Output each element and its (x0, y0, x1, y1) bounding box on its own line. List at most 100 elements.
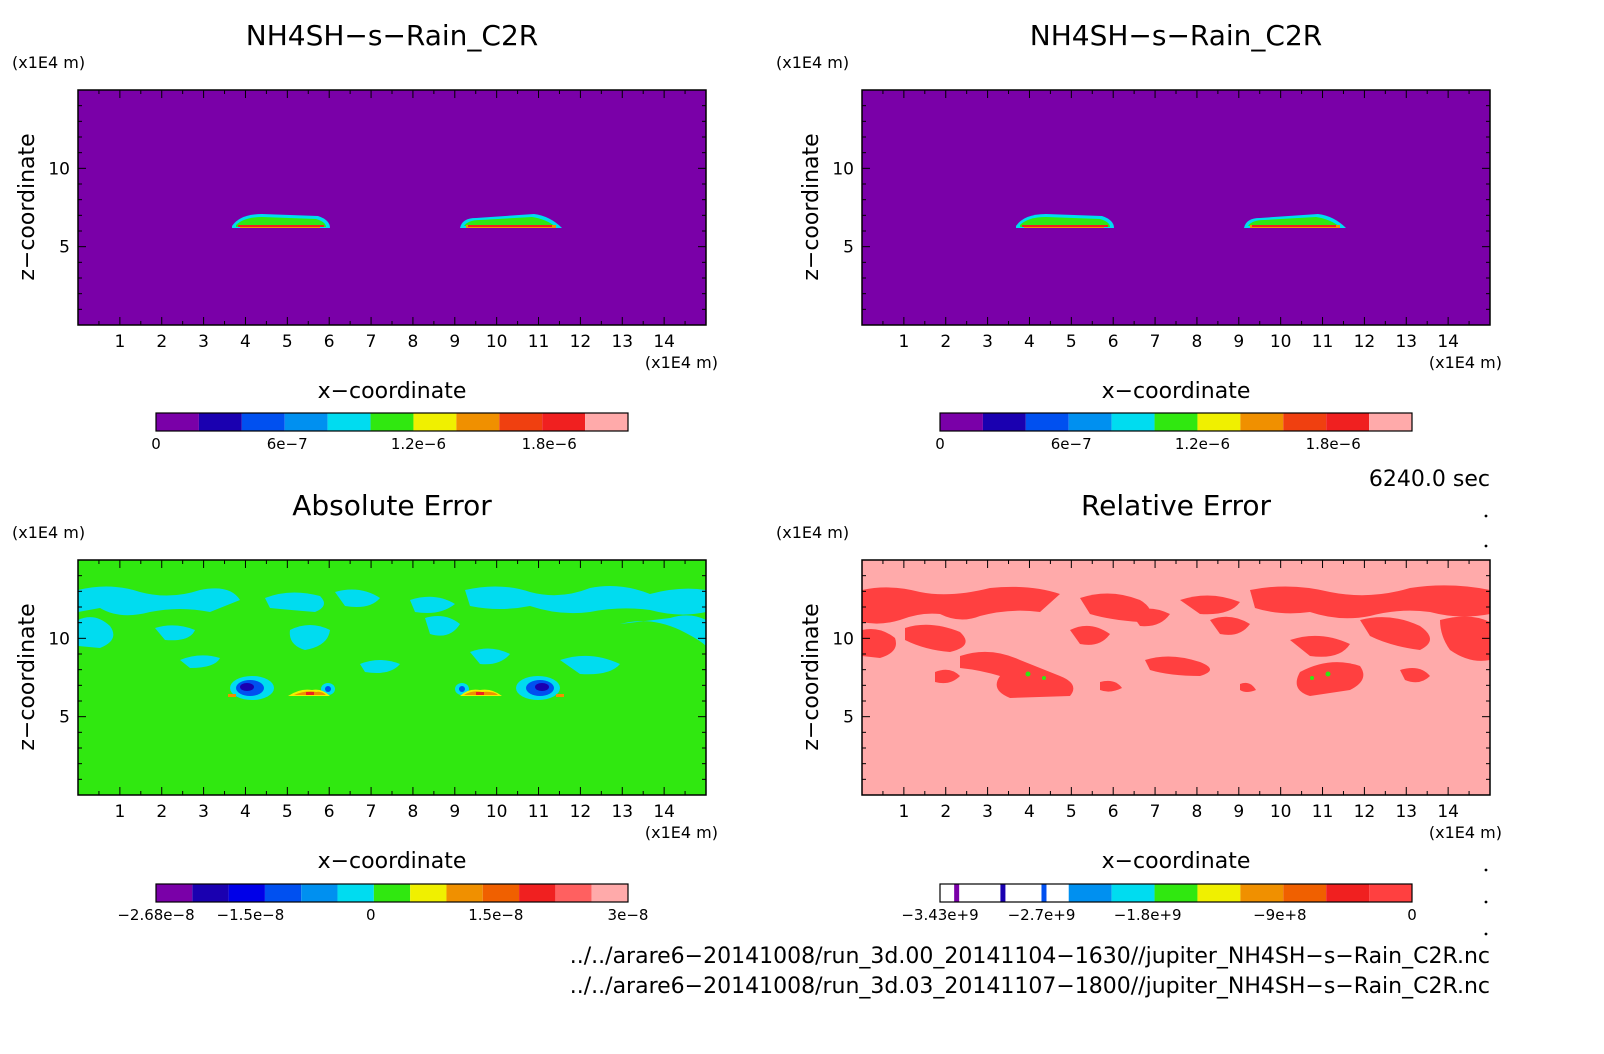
panel-bottom-right: Relative Error (x1E4 m) (776, 489, 1502, 924)
heatmap-contour (78, 586, 240, 616)
colorbar-swatch (1369, 413, 1412, 431)
colorbar-swatch (456, 413, 500, 431)
panel-bottom-left: Absolute Error (x1E4 m) (12, 489, 718, 924)
heatmap-contour (1252, 225, 1336, 227)
colorbar-swatch (982, 413, 1026, 431)
x-tick-label: 11 (1312, 332, 1334, 352)
x-tick-label: 2 (156, 802, 167, 822)
x-tick-label: 8 (1192, 802, 1203, 822)
x-tick-label: 2 (156, 332, 167, 352)
colorbar-label: 1.8e−6 (522, 435, 577, 453)
footer-path-1: ../../arare6−20141008/run_3d.00_20141104… (570, 944, 1490, 969)
x-tick-label: 8 (408, 332, 419, 352)
heatmap-contour (535, 683, 549, 691)
x-tick-label: 5 (1066, 332, 1077, 352)
dot (1484, 514, 1488, 518)
heatmap-contour (862, 629, 896, 658)
x-tick-label: 13 (1395, 332, 1417, 352)
heatmap-contour (465, 586, 706, 615)
x-tick-label: 9 (449, 332, 460, 352)
colorbar-label: 0 (935, 435, 945, 453)
colorbar-swatch (1369, 884, 1412, 902)
colorbar-swatch (1283, 413, 1327, 431)
x-tick-label: 9 (449, 802, 460, 822)
colorbar-label: 0 (151, 435, 161, 453)
x-tick-label: 12 (570, 332, 592, 352)
heatmap-contour (228, 694, 236, 697)
heatmap-contour (240, 683, 254, 691)
x-tick-label: 6 (324, 802, 335, 822)
colorbar-label: −1.5e−8 (217, 906, 285, 924)
y-unit-label: (x1E4 m) (12, 53, 85, 72)
colorbar-swatch (1240, 884, 1284, 902)
colorbar-label: 1.8e−6 (1306, 435, 1361, 453)
heatmap-contour (1360, 617, 1430, 650)
heatmap-contour (1310, 676, 1314, 680)
colorbar: −3.43e+9 −2.7e+9 −1.8e+9 −9e+8 0 (901, 883, 1417, 924)
heatmap-contour (464, 217, 556, 227)
x-tick-label: 12 (1354, 332, 1376, 352)
x-tick-label: 7 (366, 332, 377, 352)
y-tick-label: 10 (832, 629, 854, 649)
x-tick-label: 5 (282, 332, 293, 352)
y-axis-label: z−coordinate (15, 133, 40, 280)
colorbar-label: −9e+8 (1253, 906, 1306, 924)
heatmap-contour (1400, 668, 1430, 683)
y-axis-label: z−coordinate (799, 133, 824, 280)
heatmap-contour (1290, 635, 1350, 657)
colorbar-swatch (1326, 884, 1370, 902)
heatmap-contour (1025, 671, 1031, 677)
heatmap-contour (1130, 608, 1170, 627)
x-unit-label: (x1E4 m) (1429, 353, 1502, 372)
colorbar-swatch (542, 413, 586, 431)
colorbar-frame (939, 883, 1413, 903)
heatmap-contour (905, 624, 966, 652)
panel-top-right: NH4SH−s−Rain_C2R (x1E4 m) 1 2 3 4 5 6 7 8 9 10 11 1… (776, 19, 1502, 453)
panel-title: NH4SH−s−Rain_C2R (1030, 19, 1323, 52)
x-tick-label: 6 (1108, 332, 1119, 352)
colorbar-swatch (228, 884, 265, 902)
heatmap-contour (360, 660, 400, 673)
panel-title: NH4SH−s−Rain_C2R (246, 19, 539, 52)
x-tick-label: 8 (408, 802, 419, 822)
colorbar-swatch (519, 884, 556, 902)
heatmap-contour (236, 217, 326, 227)
x-tick-label: 8 (1192, 332, 1203, 352)
heatmap-contour (238, 225, 324, 227)
x-tick-label: 4 (240, 332, 251, 352)
x-tick-label: 10 (1270, 332, 1292, 352)
colorbar-label: 3e−8 (608, 906, 649, 924)
y-tick-label: 10 (48, 159, 70, 179)
colorbar-marker (1041, 884, 1047, 902)
colorbar-label: 1.5e−8 (468, 906, 523, 924)
heatmap-contour (1250, 585, 1490, 619)
heatmap-contour (1248, 217, 1340, 227)
heatmap-contour (556, 694, 564, 697)
colorbar-frame (939, 412, 1413, 432)
x-tick-label: 1 (114, 802, 125, 822)
colorbar-swatch (1068, 884, 1112, 902)
dot (1484, 868, 1488, 872)
heatmap-field (78, 560, 706, 795)
x-tick-label: 11 (1312, 802, 1334, 822)
colorbar-swatch (327, 413, 371, 431)
x-tick-label: 13 (611, 802, 633, 822)
dot (1484, 900, 1488, 904)
x-tick-label: 14 (653, 802, 675, 822)
colorbar-swatch (1154, 413, 1198, 431)
colorbar-swatch (241, 413, 285, 431)
colorbar-swatch (301, 884, 338, 902)
colorbar-swatch (1025, 413, 1069, 431)
y-axis-label: z−coordinate (15, 603, 40, 750)
heatmap-contour (1240, 682, 1256, 692)
y-tick-label: 5 (843, 238, 854, 258)
x-tick-label: 10 (486, 332, 508, 352)
x-tick-label: 12 (570, 802, 592, 822)
heatmap-contour (960, 651, 1074, 698)
heatmap-contour (620, 615, 706, 646)
x-tick-label: 7 (1150, 332, 1161, 352)
heatmap-field (78, 90, 706, 325)
colorbar-swatch (940, 413, 983, 431)
